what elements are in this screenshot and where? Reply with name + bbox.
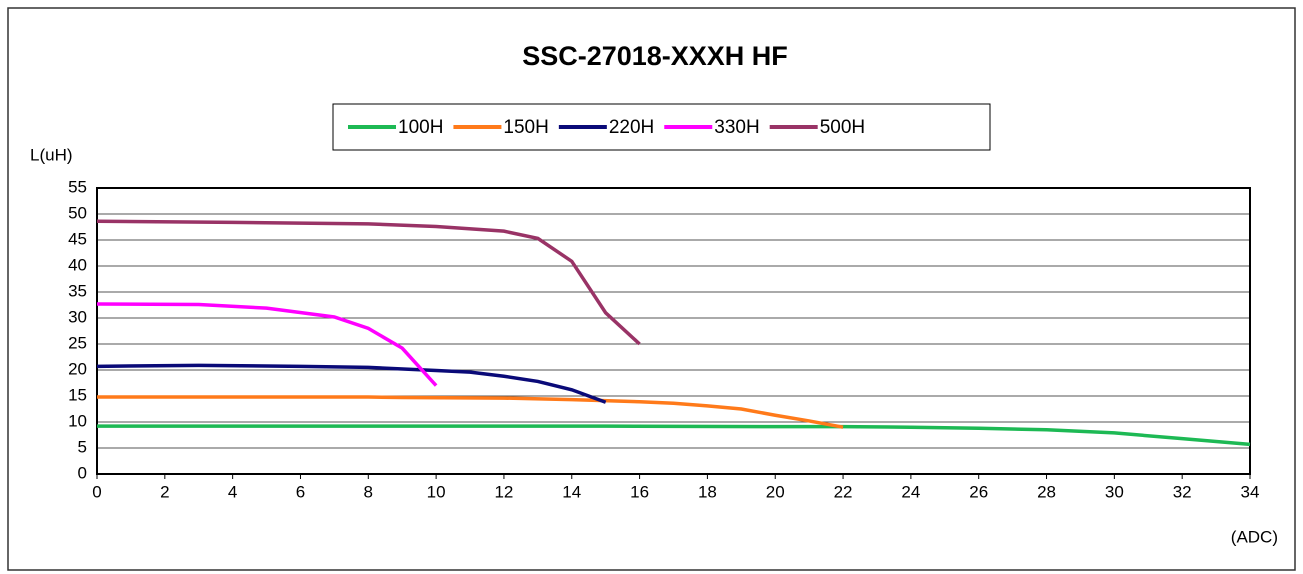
legend-label: 100H [398,117,443,138]
y-tick-label: 50 [68,203,87,222]
x-tick-label: 28 [1037,482,1056,501]
legend-box [332,103,991,151]
series-line [97,424,1251,447]
y-tick-label: 45 [68,229,87,248]
y-tick-label: 25 [68,333,87,352]
legend-label: 330H [714,117,759,138]
x-tick-label: 0 [92,482,101,501]
x-tick-label: 4 [228,482,237,501]
x-tick-label: 24 [901,482,920,501]
x-axis-label: (ADC) [1231,527,1278,546]
x-tick-label: 10 [427,482,446,501]
y-tick-label: 30 [68,307,87,326]
y-tick-label: 0 [78,463,87,482]
x-tick-label: 18 [698,482,717,501]
legend-label: 220H [609,117,654,138]
x-tick-label: 2 [160,482,169,501]
x-tick-label: 6 [296,482,305,501]
y-tick-label: 55 [68,177,87,196]
y-tick-label: 5 [78,437,87,456]
legend-label: 500H [820,117,865,138]
x-tick-label: 22 [834,482,853,501]
y-tick-label: 40 [68,255,87,274]
series-line [96,219,641,346]
legend-label: 150H [503,117,548,138]
x-tick-label: 8 [364,482,373,501]
series-line [97,395,844,429]
series-line [96,363,607,404]
plot-frame [96,187,1251,475]
x-tick-label: 34 [1241,482,1260,501]
y-tick-label: 35 [68,281,87,300]
chart-title: SSC-27018-XXXH HF [522,41,788,71]
x-tick-label: 12 [494,482,513,501]
x-tick-label: 14 [562,482,581,501]
y-axis-label: L(uH) [30,145,73,164]
x-tick-label: 20 [766,482,785,501]
x-tick-label: 16 [630,482,649,501]
y-tick-label: 15 [68,385,87,404]
y-tick-label: 10 [68,411,87,430]
x-tick-label: 30 [1105,482,1124,501]
chart-frame [7,7,1296,571]
x-tick-label: 26 [969,482,988,501]
series-line [96,302,438,387]
x-tick-label: 32 [1173,482,1192,501]
y-tick-label: 20 [68,359,87,378]
